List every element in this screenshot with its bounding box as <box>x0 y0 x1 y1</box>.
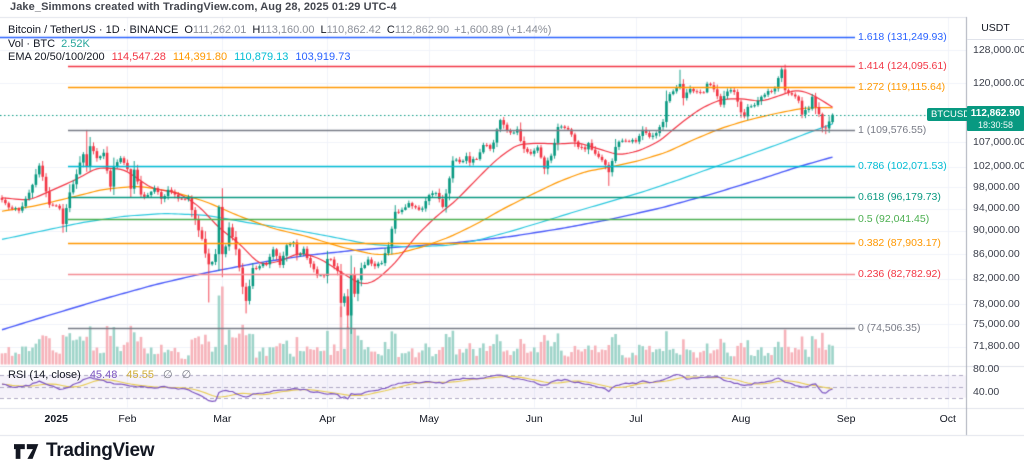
rsi-value: 45.48 <box>89 369 118 381</box>
chart-legend: Bitcoin / TetherUS · 1D · BINANCE O111,26… <box>8 24 551 65</box>
fib-level-label: 1.414 (124,095.61) <box>858 60 947 73</box>
fib-level-label: 1 (109,576.55) <box>858 123 927 136</box>
ohlc-key: C <box>386 24 395 36</box>
ema-value: 114,391.80 <box>172 51 228 63</box>
price-tick-label: 75,000.00 <box>973 317 1020 330</box>
fib-level-label: 1.272 (119,115.64) <box>858 81 946 94</box>
time-tick-label: Sep <box>836 413 856 425</box>
fib-level-label: 0.382 (87,903.17) <box>858 236 941 249</box>
price-tick-label: 71,800.00 <box>973 340 1020 353</box>
last-price-value: 112,862.90 <box>970 108 1021 119</box>
time-tick-label: Oct <box>939 413 956 425</box>
ohlc-val: 113,160.00 <box>260 24 315 36</box>
ohlc-values: O111,262.01 H113,160.00 L110,862.42 C112,86… <box>178 24 449 36</box>
time-tick-label: Aug <box>731 413 751 425</box>
ema-values: 114,547.28 114,391.80 110,879.13 103,919.73 <box>105 51 351 63</box>
symbol-price-line-badge: BTCUSDT <box>927 108 980 122</box>
price-tick-label: 120,000.00 <box>973 76 1024 89</box>
change-value: +1,600.89 (+1.44%) <box>454 24 552 36</box>
fib-level-label: 0.5 (92,041.45) <box>858 213 930 226</box>
ema-indicator-title[interactable]: EMA 20/50/100/200 <box>8 51 105 63</box>
ohlc-val: 110,862.42 <box>326 24 381 36</box>
fib-level-label: 0.236 (82,782.92) <box>858 267 941 280</box>
price-tick-label: 94,000.00 <box>973 202 1020 215</box>
rsi-legend-row: RSI (14, close) 45.48 45.55 ∅ ∅ <box>8 368 191 381</box>
time-tick-label: Jun <box>525 413 543 425</box>
ema-value: 114,547.28 <box>111 51 166 63</box>
time-tick-label: Apr <box>319 413 336 425</box>
price-tick-label: 107,000.00 <box>973 135 1024 148</box>
volume-legend-row: Vol · BTC 2.52K <box>8 38 551 52</box>
footer-bar: TradingView <box>14 440 155 462</box>
price-tick-label: 128,000.00 <box>973 43 1024 56</box>
price-tick-label: 90,000.00 <box>973 224 1020 237</box>
price-tick-label: 86,000.00 <box>973 247 1020 260</box>
rsi-hidden-band-icon: ∅ <box>163 369 173 381</box>
attribution-text: Jake_Simmons created with TradingView.co… <box>10 1 397 13</box>
countdown-timer: 18:30:58 <box>977 120 1014 130</box>
time-tick-label: Mar <box>213 413 232 425</box>
volume-value: 2.52K <box>61 37 90 50</box>
fib-level-label: 0 (74,506.35) <box>858 321 921 334</box>
symbol-title[interactable]: Bitcoin / TetherUS · 1D · BINANCE <box>8 24 179 36</box>
fib-level-label: 0.618 (96,179.73) <box>858 190 941 203</box>
rsi-tick-label: 40.00 <box>973 385 1000 398</box>
ohlc-val: 111,262.01 <box>192 24 247 36</box>
tradingview-logo-icon[interactable] <box>14 441 39 462</box>
ema-value: 103,919.73 <box>295 51 351 63</box>
price-tick-label: 78,000.00 <box>973 297 1020 310</box>
time-tick-label: Feb <box>118 413 137 425</box>
ema-legend-row: EMA 20/50/100/200 114,547.28 114,391.80 110… <box>8 51 551 65</box>
tradingview-logo-text[interactable]: TradingView <box>46 440 155 461</box>
ohlc-key: H <box>252 24 261 36</box>
fib-level-label: 1.618 (131,249.93) <box>858 31 947 44</box>
last-price-axis-label: 112,862.90 18:30:58 <box>967 106 1024 131</box>
price-tick-label: 82,000.00 <box>973 272 1020 285</box>
rsi-indicator-title[interactable]: RSI (14, close) <box>8 369 81 381</box>
time-tick-label: Jul <box>629 413 643 425</box>
symbol-legend-row: Bitcoin / TetherUS · 1D · BINANCE O111,26… <box>8 24 551 38</box>
fib-level-label: 0.786 (102,071.53) <box>858 160 947 173</box>
price-axis-currency[interactable]: USDT <box>967 17 1024 40</box>
rsi-tick-label: 80.00 <box>973 363 1000 376</box>
time-tick-label: May <box>419 413 440 425</box>
price-tick-label: 98,000.00 <box>973 180 1020 193</box>
rsi-ma-value: 45.55 <box>126 369 154 381</box>
ohlc-key: L <box>320 24 327 36</box>
time-tick-label: 2025 <box>44 413 68 425</box>
volume-indicator-title[interactable]: Vol · BTC <box>8 37 56 50</box>
price-tick-label: 102,000.00 <box>973 160 1024 173</box>
rsi-hidden-band-icon: ∅ <box>181 369 192 381</box>
ema-value: 110,879.13 <box>234 51 289 63</box>
ohlc-key: O <box>184 24 193 36</box>
ohlc-val: 112,862.90 <box>394 24 450 36</box>
